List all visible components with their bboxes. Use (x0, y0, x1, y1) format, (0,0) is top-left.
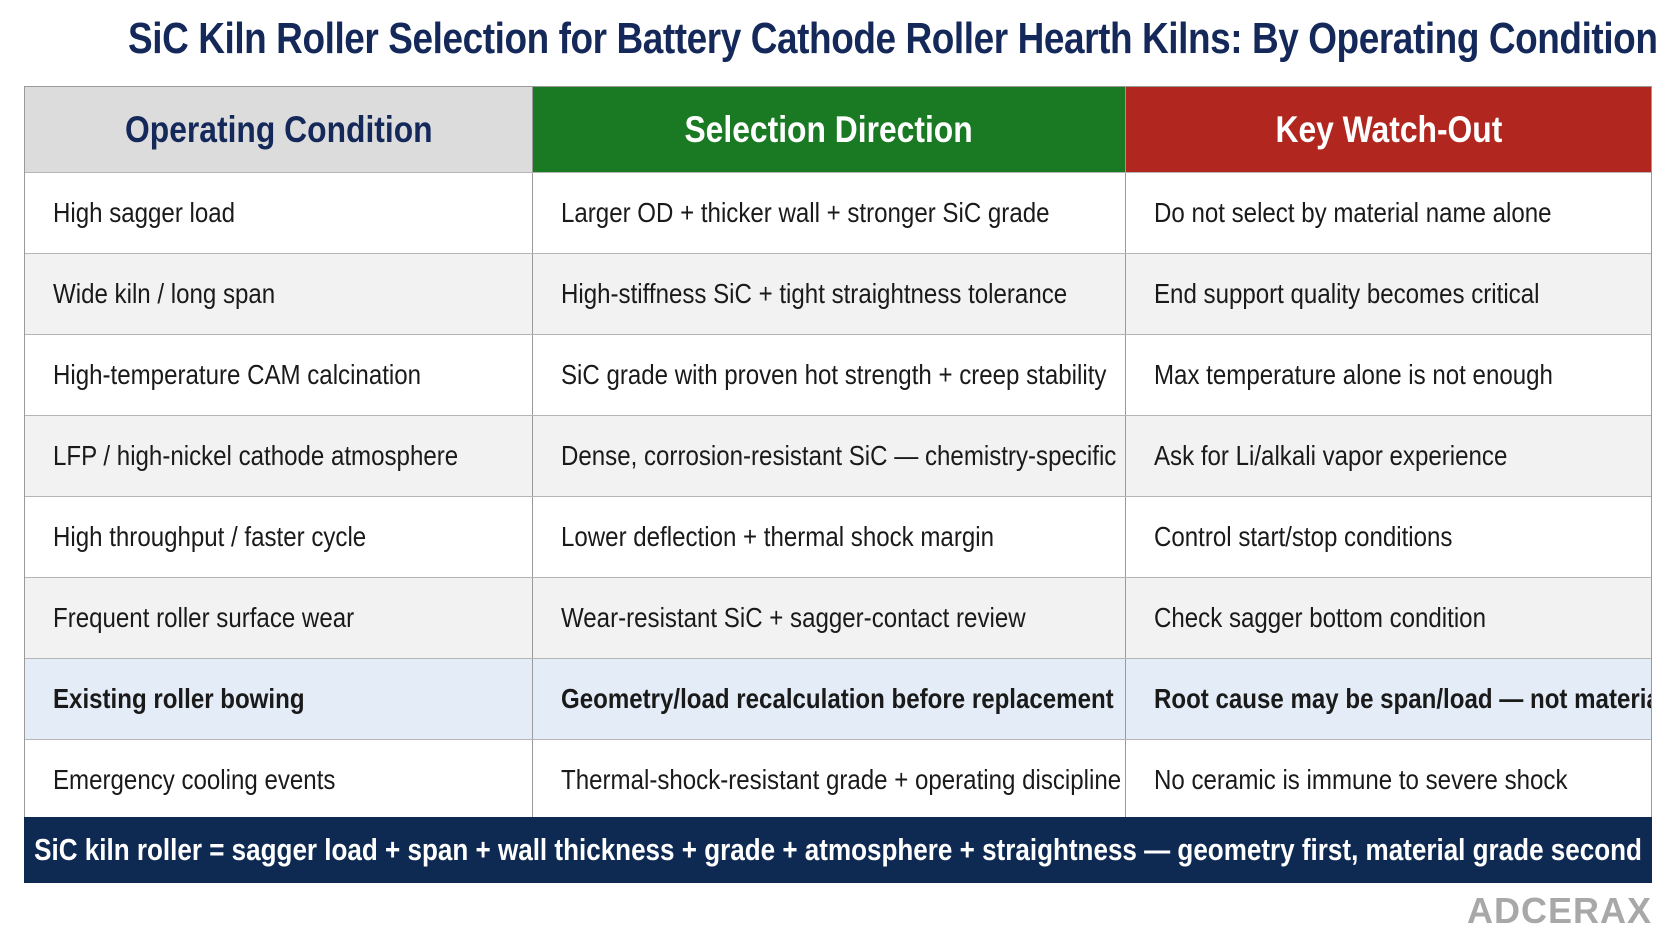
selection-cell: SiC grade with proven hot strength + cre… (533, 335, 1126, 415)
condition-cell: Frequent roller surface wear (25, 578, 533, 658)
header-operating-condition: Operating Condition (25, 87, 533, 172)
table-row: High throughput / faster cycle Lower def… (25, 496, 1651, 577)
selection-table: Operating Condition Selection Direction … (24, 86, 1652, 821)
table-row: Emergency cooling events Thermal-shock-r… (25, 739, 1651, 820)
watch-out-cell: Root cause may be span/load — not materi… (1154, 683, 1651, 714)
watch-out-cell: Max temperature alone is not enough (1154, 359, 1553, 390)
watch-out-cell: Do not select by material name alone (1154, 197, 1552, 228)
condition-cell: High-temperature CAM calcination (25, 335, 533, 415)
condition-cell: Emergency cooling events (25, 740, 533, 820)
selection-cell: Larger OD + thicker wall + stronger SiC … (533, 173, 1126, 253)
table-row: Wide kiln / long span High-stiffness SiC… (25, 253, 1651, 334)
table-header-row: Operating Condition Selection Direction … (25, 87, 1651, 172)
header-key-watch-out: Key Watch-Out (1126, 87, 1651, 172)
table-row: LFP / high-nickel cathode atmosphere Den… (25, 415, 1651, 496)
watch-out-cell: No ceramic is immune to severe shock (1154, 764, 1568, 795)
header-selection-direction: Selection Direction (533, 87, 1126, 172)
watch-out-cell: Control start/stop conditions (1154, 521, 1453, 552)
condition-cell: High sagger load (25, 173, 533, 253)
selection-cell: Dense, corrosion-resistant SiC — chemist… (533, 416, 1126, 496)
watch-out-cell: Ask for Li/alkali vapor experience (1154, 440, 1508, 471)
selection-cell: Lower deflection + thermal shock margin (533, 497, 1126, 577)
watch-out-cell: Check sagger bottom condition (1154, 602, 1486, 633)
table-row: High sagger load Larger OD + thicker wal… (25, 172, 1651, 253)
selection-cell: Thermal-shock-resistant grade + operatin… (533, 740, 1126, 820)
table-row: Frequent roller surface wear Wear-resist… (25, 577, 1651, 658)
selection-cell: Geometry/load recalculation before repla… (533, 659, 1126, 739)
table-row: High-temperature CAM calcination SiC gra… (25, 334, 1651, 415)
watch-out-cell: End support quality becomes critical (1154, 278, 1540, 309)
table-row-highlighted: Existing roller bowing Geometry/load rec… (25, 658, 1651, 739)
selection-cell: Wear-resistant SiC + sagger-contact revi… (533, 578, 1126, 658)
summary-banner: SiC kiln roller = sagger load + span + w… (24, 817, 1652, 883)
condition-cell: Existing roller bowing (25, 659, 533, 739)
condition-cell: High throughput / faster cycle (25, 497, 533, 577)
page-title: SiC Kiln Roller Selection for Battery Ca… (128, 14, 1658, 63)
condition-cell: Wide kiln / long span (25, 254, 533, 334)
selection-cell: High-stiffness SiC + tight straightness … (533, 254, 1126, 334)
brand-logo-text: ADCERAX (1466, 890, 1652, 931)
condition-cell: LFP / high-nickel cathode atmosphere (25, 416, 533, 496)
